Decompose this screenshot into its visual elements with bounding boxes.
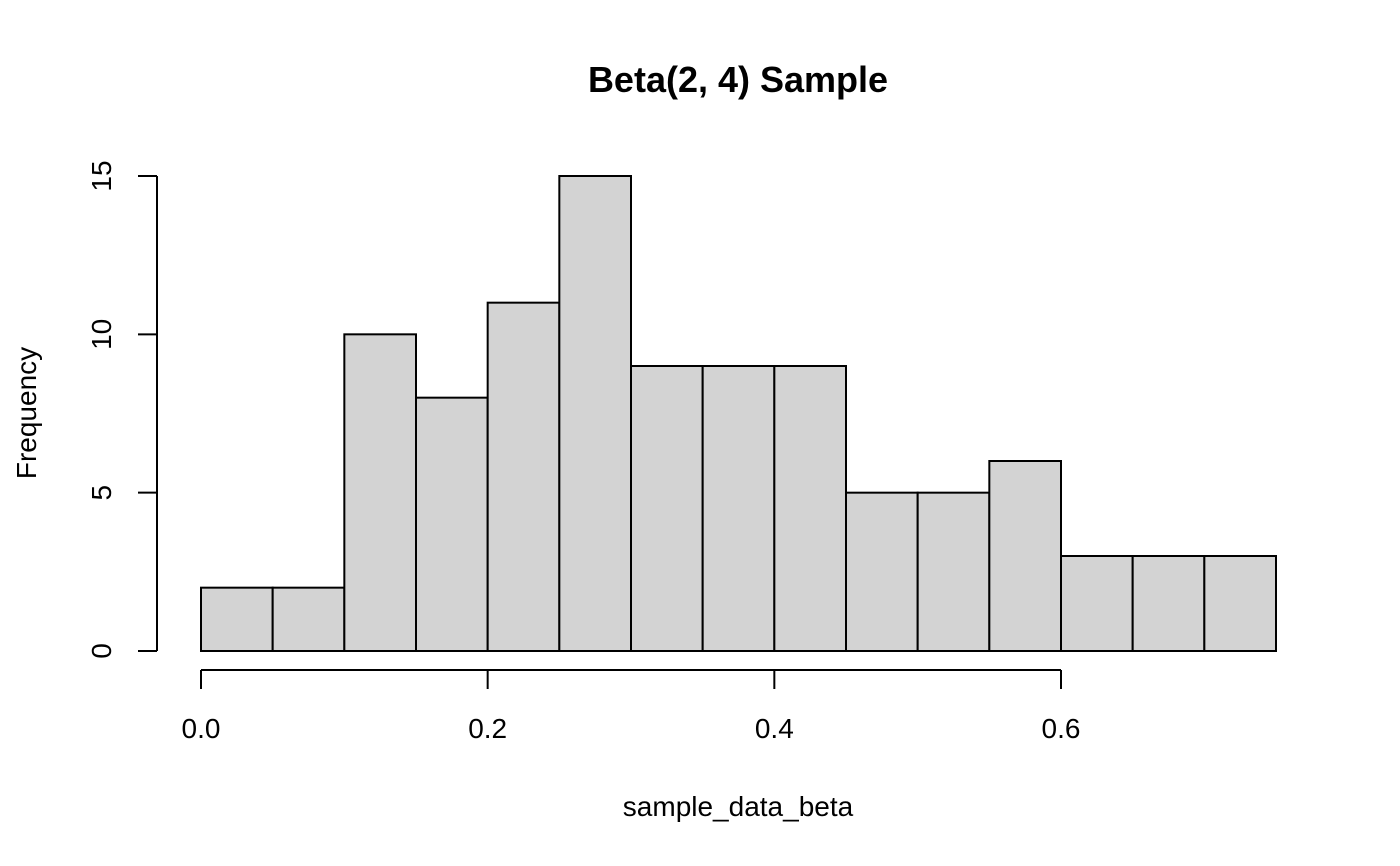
y-tick-label: 0 xyxy=(86,643,117,659)
y-axis: 0 5 10 15 xyxy=(86,160,158,659)
y-tick-label: 10 xyxy=(86,319,117,350)
histogram-bar xyxy=(701,365,776,652)
x-axis: 0.0 0.2 0.4 0.6 xyxy=(182,669,1081,744)
x-tick-label: 0.2 xyxy=(468,713,507,744)
histogram-bar xyxy=(200,586,274,653)
bars-group xyxy=(200,175,1278,653)
histogram-bar xyxy=(916,491,991,652)
histogram-bar xyxy=(1203,555,1278,652)
histogram-bar xyxy=(773,365,847,652)
y-tick-label: 5 xyxy=(86,485,117,501)
y-tick-label: 15 xyxy=(86,160,117,191)
histogram-bar xyxy=(415,396,489,652)
histogram-bar xyxy=(845,491,919,652)
x-axis-label: sample_data_beta xyxy=(623,791,854,822)
x-tick-label: 0.0 xyxy=(182,713,221,744)
x-tick-label: 0.4 xyxy=(755,713,794,744)
histogram-bar xyxy=(271,586,346,653)
y-axis-label: Frequency xyxy=(11,347,42,479)
x-tick-label: 0.6 xyxy=(1042,713,1081,744)
histogram-bar xyxy=(630,365,704,652)
chart-title: Beta(2, 4) Sample xyxy=(588,59,888,100)
histogram-bar xyxy=(343,333,418,652)
histogram-bar xyxy=(1131,555,1206,652)
histogram-bar xyxy=(558,175,632,652)
histogram-bar xyxy=(988,460,1062,652)
histogram-bar xyxy=(1060,555,1134,652)
histogram-bar xyxy=(486,301,561,652)
